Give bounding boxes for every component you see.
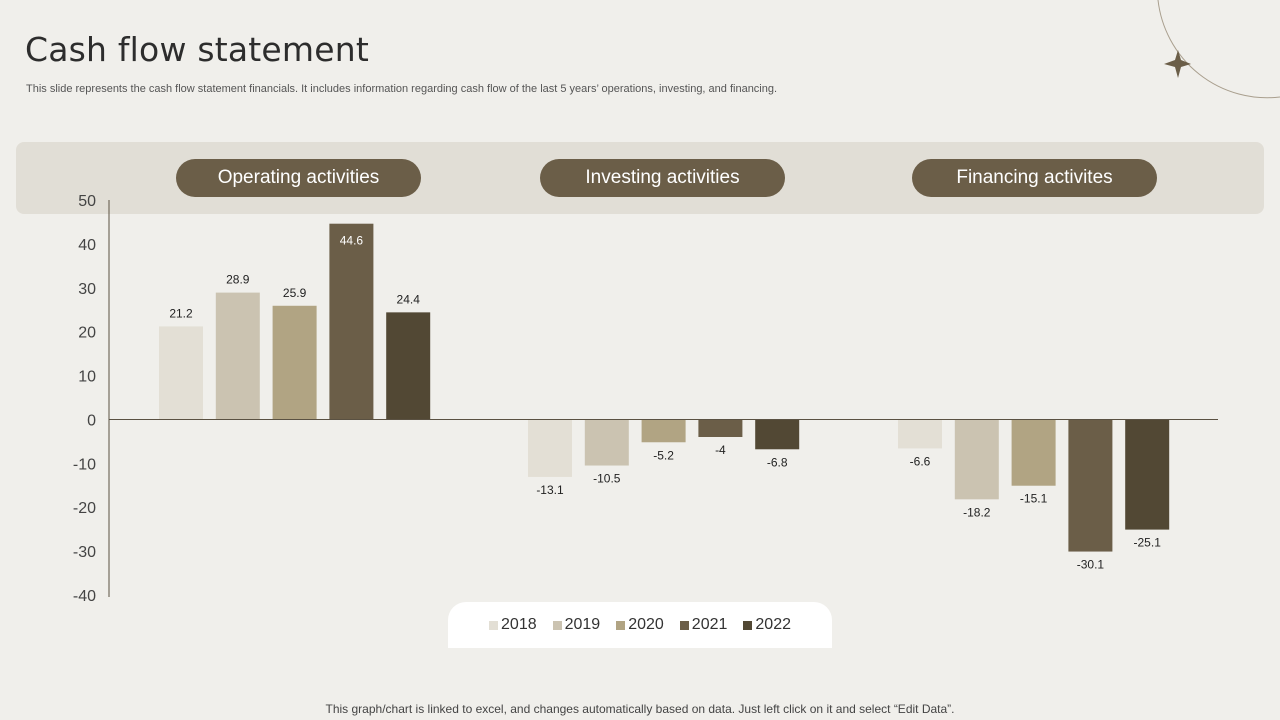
legend-label: 2019 <box>564 616 601 633</box>
decorative-arc-icon <box>1157 0 1280 99</box>
bar <box>159 326 203 420</box>
group-label-financing: Financing activites <box>912 159 1157 197</box>
legend-swatch <box>489 620 499 630</box>
bar <box>755 419 800 450</box>
legend-label: 2022 <box>755 616 791 633</box>
bar-value-label: -4 <box>715 443 726 457</box>
bar-value-label: -6.6 <box>910 454 931 468</box>
bar <box>1011 419 1056 486</box>
legend-swatch <box>679 620 689 630</box>
y-tick-label: 40 <box>78 237 96 254</box>
bar <box>1068 419 1113 552</box>
page-title: Cash flow statement <box>25 30 370 69</box>
bar <box>954 419 999 500</box>
bar-value-label: -18.2 <box>963 505 991 519</box>
y-tick-label: -10 <box>73 456 96 473</box>
bar-value-label: -10.5 <box>593 472 621 486</box>
bar <box>698 419 743 437</box>
y-tick-label: 30 <box>78 281 96 298</box>
y-tick-label: -30 <box>73 544 96 561</box>
chart-legend: 2018 2019 2020 2021 2022 <box>448 602 832 648</box>
group-label-investing: Investing activities <box>540 159 785 197</box>
bar-value-label: -13.1 <box>536 483 564 497</box>
page-subtitle: This slide represents the cash flow stat… <box>26 83 778 95</box>
legend-item-2019: 2019 <box>552 616 601 634</box>
bar <box>272 305 317 420</box>
y-tick-label: -40 <box>73 588 96 605</box>
footer-note: This graph/chart is linked to excel, and… <box>325 702 955 716</box>
bar-value-label: -25.1 <box>1134 536 1162 550</box>
bar-value-label: 21.2 <box>169 306 193 320</box>
legend-label: 2018 <box>501 616 537 633</box>
bar-value-label: 25.9 <box>283 286 307 300</box>
legend-item-2021: 2021 <box>679 616 728 634</box>
legend-item-2018: 2018 <box>489 616 537 634</box>
star-icon <box>1164 50 1191 78</box>
legend-swatch <box>743 620 753 630</box>
bar-value-label: 44.6 <box>340 234 364 248</box>
bar <box>584 419 629 466</box>
bar-value-label: -15.1 <box>1020 492 1048 506</box>
bar-value-label: -5.2 <box>653 448 674 462</box>
y-tick-label: 0 <box>87 412 96 429</box>
y-tick-label: 50 <box>78 193 96 210</box>
legend-swatch <box>552 620 562 630</box>
bar <box>641 419 686 443</box>
legend-item-2020: 2020 <box>616 616 664 634</box>
y-tick-label: -20 <box>73 500 96 517</box>
y-tick-label: 10 <box>78 369 96 386</box>
group-label-operating: Operating activities <box>176 159 421 197</box>
bar <box>528 419 572 477</box>
legend-label: 2021 <box>691 616 728 633</box>
bar-value-label: -6.8 <box>767 455 788 469</box>
bar <box>215 292 260 420</box>
bar-value-label: 24.4 <box>397 292 421 306</box>
bar <box>386 312 431 420</box>
legend-swatch <box>616 620 626 630</box>
legend-label: 2020 <box>628 616 664 633</box>
bar-value-label: 28.9 <box>226 273 250 287</box>
y-tick-label: 20 <box>78 325 96 342</box>
bar-value-label: -30.1 <box>1077 558 1105 572</box>
legend-item-2022: 2022 <box>743 616 791 634</box>
bar <box>1125 419 1170 530</box>
bar <box>898 419 942 449</box>
bar <box>329 223 374 420</box>
